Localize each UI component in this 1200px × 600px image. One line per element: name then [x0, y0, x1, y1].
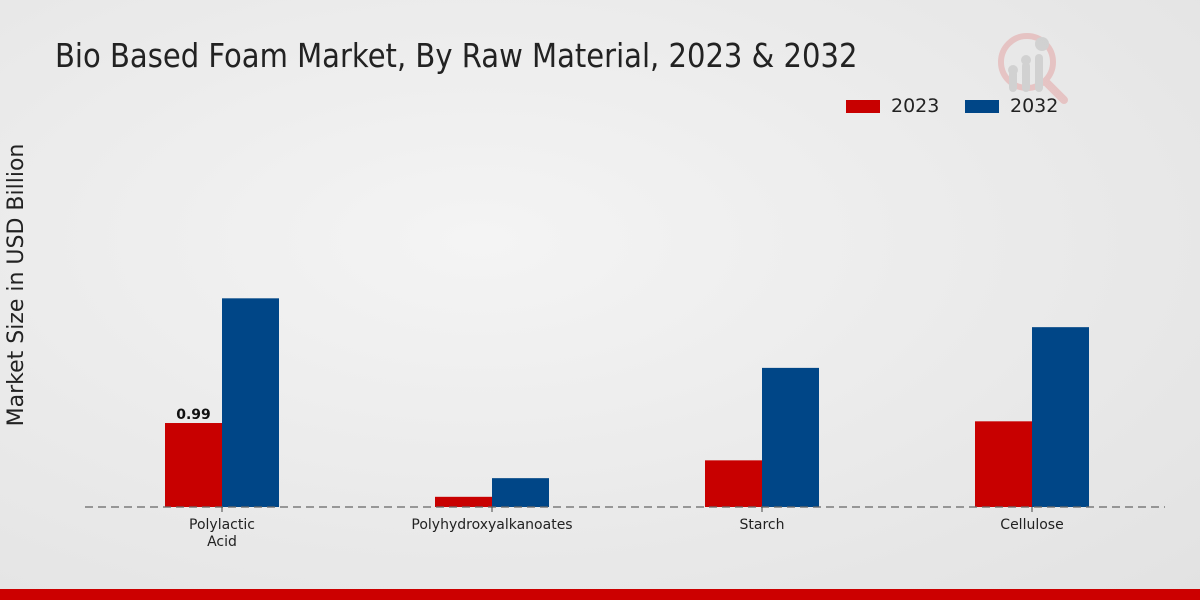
bar-2032-3 — [1032, 327, 1089, 507]
legend-swatch-2023 — [846, 99, 880, 113]
legend-item-2032: 2032 — [965, 95, 1058, 117]
x-tick-label: Starch — [740, 517, 785, 533]
legend-swatch-2032 — [965, 99, 999, 113]
bar-2032-1 — [492, 478, 549, 507]
x-tick-label: Polylactic Acid — [189, 517, 255, 550]
bottom-accent-bar — [0, 589, 1200, 600]
bar-2023-3 — [975, 421, 1032, 507]
bar-2023-1 — [435, 496, 492, 507]
bar-2023-0 — [165, 423, 222, 507]
x-tick-label: Polyhydroxyalkanoates — [411, 517, 572, 533]
bar-2032-0 — [222, 298, 279, 507]
data-label: 0.99 — [176, 407, 211, 423]
logo-icon — [998, 33, 1068, 104]
legend-item-2023: 2023 — [846, 95, 939, 117]
x-tick-label: Cellulose — [1000, 517, 1063, 533]
legend-label-2023: 2023 — [891, 95, 940, 117]
bar-2023-2 — [705, 460, 762, 507]
bar-2032-2 — [762, 367, 819, 507]
legend-label-2032: 2032 — [1010, 95, 1059, 117]
chart-title: Bio Based Foam Market, By Raw Material, … — [55, 36, 858, 75]
